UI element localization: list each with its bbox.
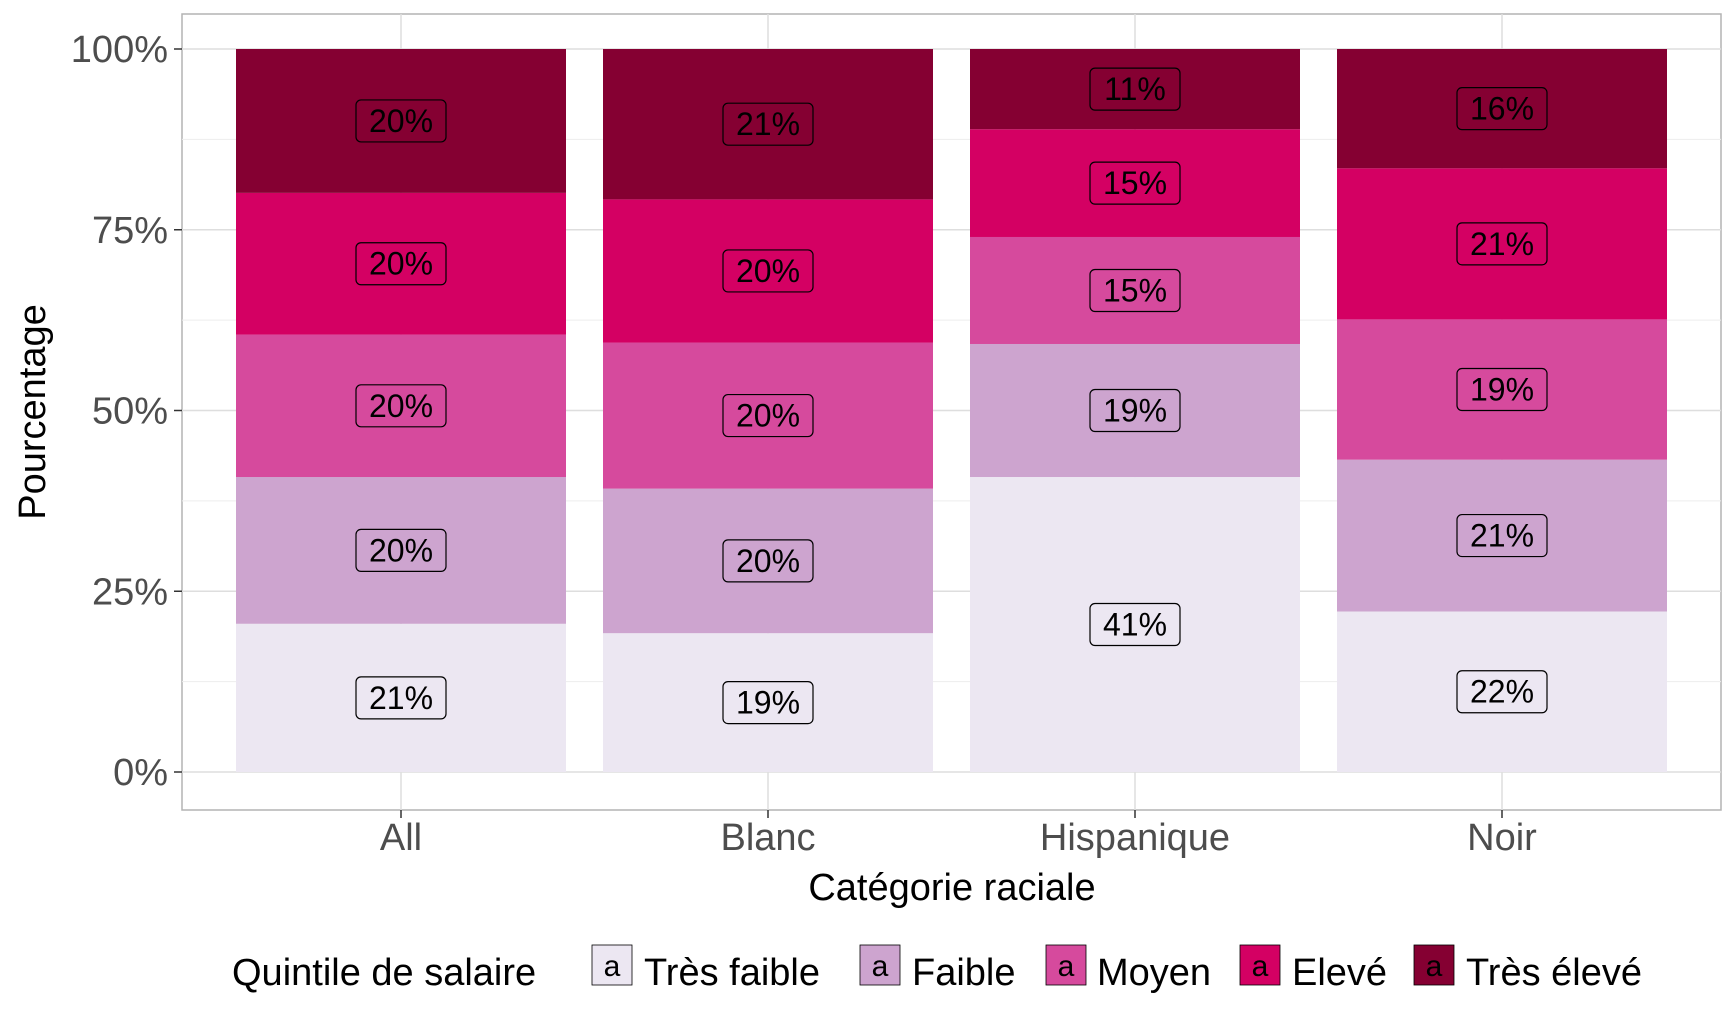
legend-key-glyph: a	[1252, 950, 1269, 983]
data-label-box	[1089, 67, 1181, 111]
data-label: 21%	[736, 106, 800, 142]
x-tick-label: All	[380, 817, 422, 859]
data-label-box	[1089, 268, 1181, 313]
data-label-box	[355, 528, 447, 573]
data-label: 20%	[369, 103, 433, 139]
data-label-box	[1089, 161, 1181, 205]
legend-item-label: Très faible	[644, 952, 820, 994]
data-label-box	[722, 393, 814, 438]
legend-key	[1045, 944, 1087, 986]
data-label: 20%	[369, 388, 433, 424]
data-label: 16%	[1470, 91, 1534, 127]
y-axis: 0% 25% 50% 75% 100%	[71, 29, 182, 794]
legend-key-glyph: a	[1426, 950, 1443, 983]
data-label: 22%	[1470, 674, 1534, 710]
y-tick-label: 0%	[113, 752, 168, 794]
legend-key-glyph: a	[872, 950, 889, 983]
y-tick-label: 50%	[92, 391, 168, 433]
data-label-box	[722, 102, 814, 146]
data-label: 20%	[736, 398, 800, 434]
data-label: 20%	[736, 253, 800, 289]
data-label: 41%	[1103, 607, 1167, 643]
data-label: 21%	[1470, 518, 1534, 554]
y-tick-label: 25%	[92, 571, 168, 613]
data-label: 21%	[1470, 226, 1534, 262]
data-label-box	[355, 676, 447, 720]
legend-key	[1413, 944, 1455, 986]
data-label-box	[722, 249, 814, 293]
legend-key-glyph: a	[1058, 950, 1075, 983]
data-label: 19%	[736, 685, 800, 721]
data-labels: 21% 20% 20% 20% 20% 19% 20% 20% 20% 21% 41% 19% 15% 1…	[355, 67, 1548, 725]
data-label: 15%	[1103, 165, 1167, 201]
data-label: 11%	[1104, 71, 1166, 107]
x-tick-label: Noir	[1467, 817, 1537, 859]
bars	[236, 49, 1667, 772]
data-label-box	[722, 539, 814, 583]
legend-key	[591, 944, 633, 986]
data-label: 19%	[1103, 393, 1167, 429]
data-label: 15%	[1103, 272, 1167, 308]
legend-key	[859, 944, 901, 986]
data-label: 20%	[369, 246, 433, 282]
data-label-box	[1089, 388, 1181, 433]
legend-item-label: Faible	[912, 952, 1016, 994]
legend-item-label: Moyen	[1097, 952, 1211, 994]
data-label-box	[355, 242, 447, 286]
data-label-box	[1456, 87, 1548, 131]
legend-item-label: Très élevé	[1466, 952, 1642, 994]
data-label-box	[355, 99, 447, 143]
legend-item-label: Elevé	[1292, 952, 1387, 994]
data-label: 20%	[736, 543, 800, 579]
legend: Quintile de salaire a Très faible a Faible a…	[232, 944, 1642, 994]
legend-key	[1239, 944, 1281, 986]
x-tick-label: Hispanique	[1040, 817, 1230, 859]
data-label-box	[1456, 670, 1548, 714]
data-label-box	[355, 384, 447, 428]
y-tick-label: 75%	[92, 210, 168, 252]
x-axis-title: Catégorie raciale	[808, 867, 1095, 909]
data-label: 20%	[369, 532, 433, 568]
y-axis-title: Pourcentage	[12, 304, 54, 520]
y-tick-label: 100%	[71, 29, 168, 71]
data-label-box	[722, 680, 814, 725]
data-label: 19%	[1470, 372, 1534, 408]
data-label-box	[1089, 602, 1181, 647]
data-label-box	[1456, 222, 1548, 266]
data-label-box	[1456, 513, 1548, 558]
x-axis: All Blanc Hispanique Noir	[380, 810, 1537, 859]
data-label: 21%	[369, 680, 433, 716]
x-tick-label: Blanc	[720, 817, 815, 859]
legend-key-glyph: a	[604, 950, 621, 983]
data-label-box	[1456, 367, 1548, 412]
legend-title: Quintile de salaire	[232, 952, 536, 994]
